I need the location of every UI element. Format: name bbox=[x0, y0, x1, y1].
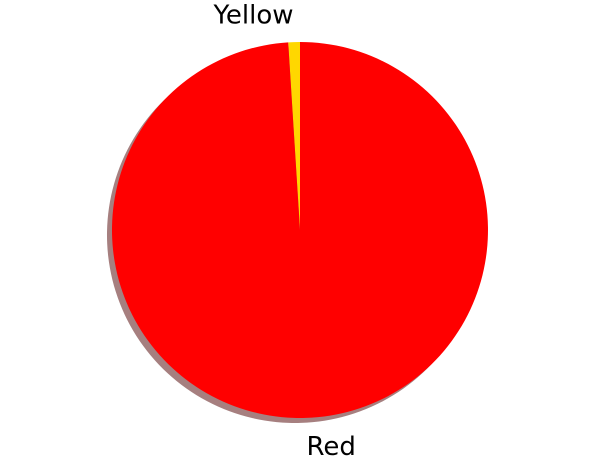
slice-red bbox=[111, 42, 488, 418]
slice-yellow bbox=[288, 41, 300, 230]
slice-label-red: Red bbox=[307, 432, 356, 460]
pie-labels: Yellow Red bbox=[212, 0, 355, 460]
pie-slices bbox=[111, 41, 488, 418]
slice-label-yellow: Yellow bbox=[212, 0, 293, 30]
